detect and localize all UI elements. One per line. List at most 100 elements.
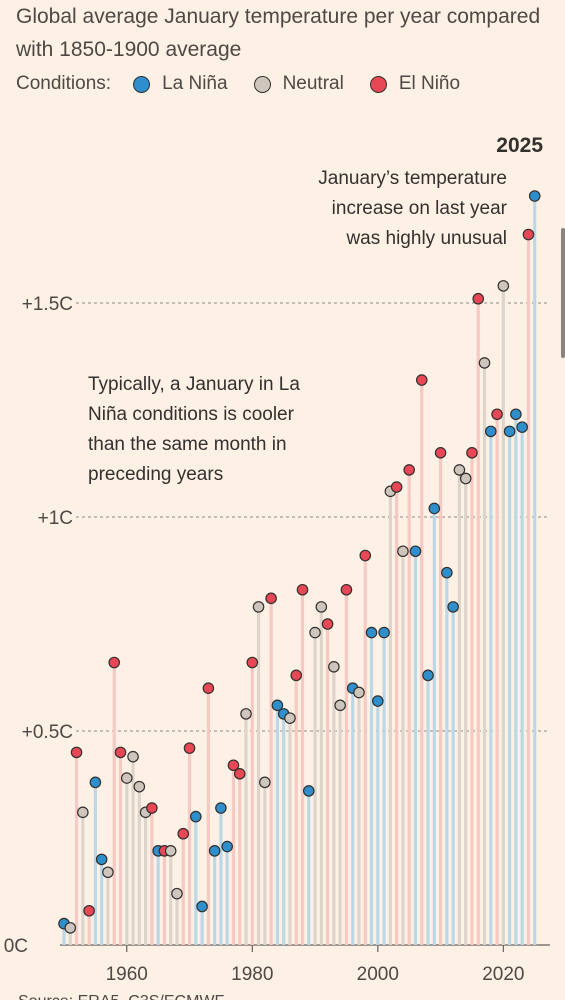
- data-point: [528, 190, 541, 202]
- data-point: [510, 408, 522, 421]
- data-point: [77, 806, 89, 819]
- data-point: [183, 742, 196, 754]
- y-tick-label: +1C: [38, 508, 73, 529]
- data-point: [453, 464, 466, 476]
- data-point: [164, 845, 177, 857]
- legend-label: Conditions:: [16, 73, 112, 94]
- data-point: [428, 502, 441, 515]
- data-point: [296, 583, 309, 596]
- data-point: [497, 280, 510, 292]
- y-tick-label: +0.5C: [22, 722, 73, 743]
- source-text: Source: ERA5, C3S/ECMWF: [18, 993, 225, 1000]
- x-tick-label: 2020: [482, 964, 524, 985]
- y-tick-label: 0C: [4, 936, 28, 957]
- data-point: [120, 772, 133, 784]
- data-point: [114, 746, 127, 759]
- annotation-left-note: Niña conditions is cooler: [88, 404, 295, 425]
- data-point: [108, 656, 121, 669]
- data-point: [309, 626, 321, 639]
- data-point: [359, 549, 372, 562]
- data-point: [102, 866, 114, 879]
- data-point: [503, 425, 516, 438]
- data-point: [378, 626, 390, 639]
- annotation-right-note: increase on last year: [332, 198, 508, 219]
- data-point: [127, 750, 139, 763]
- data-point: [246, 656, 259, 669]
- data-point: [265, 592, 277, 605]
- data-point: [196, 900, 208, 913]
- x-tick-label: 1980: [231, 964, 273, 985]
- legend-dot-el-nino: [369, 75, 387, 93]
- data-point: [284, 712, 296, 724]
- data-point: [472, 292, 485, 305]
- annotation-left-note: than the same month in: [88, 434, 287, 455]
- annotation-left-note: preceding years: [88, 464, 223, 485]
- data-point: [202, 682, 215, 694]
- data-point: [434, 446, 447, 459]
- data-point: [422, 669, 434, 682]
- data-point: [415, 374, 428, 386]
- data-point: [177, 827, 190, 840]
- data-point: [259, 776, 271, 789]
- data-point: [315, 601, 328, 613]
- data-point: [491, 408, 503, 421]
- annotation-right-note: was highly unusual: [345, 228, 507, 249]
- data-point: [340, 583, 353, 596]
- data-point: [83, 904, 95, 917]
- y-tick-label: +1.5C: [22, 294, 73, 315]
- data-point: [484, 425, 497, 438]
- data-point: [290, 669, 303, 682]
- scrollbar[interactable]: [561, 228, 565, 358]
- data-point: [252, 601, 265, 613]
- data-point: [89, 776, 102, 789]
- data-point: [328, 660, 340, 673]
- annotation-year: 2025: [496, 134, 543, 157]
- data-point: [441, 566, 453, 579]
- x-tick-label: 1960: [106, 964, 148, 985]
- data-point: [271, 699, 284, 712]
- data-point: [478, 357, 491, 369]
- data-point: [64, 922, 77, 934]
- legend: Conditions: La Niña Neutral El Niño: [16, 68, 486, 100]
- legend-text-neutral: Neutral: [282, 73, 344, 94]
- data-point: [372, 695, 384, 707]
- data-point: [522, 228, 535, 241]
- data-point: [208, 845, 221, 857]
- data-point: [133, 780, 146, 793]
- data-point: [447, 601, 459, 613]
- data-point: [334, 699, 346, 712]
- data-point: [215, 802, 227, 814]
- legend-dot-neutral: [253, 75, 271, 93]
- data-point: [365, 626, 378, 639]
- data-point: [466, 446, 478, 459]
- data-point: [227, 759, 240, 772]
- data-point: [321, 618, 334, 630]
- data-point: [95, 853, 108, 866]
- chart-title: Global average January temperature per y…: [16, 5, 541, 61]
- data-point: [221, 840, 233, 853]
- data-point: [240, 708, 252, 720]
- annotation-left-note: Typically, a January in La: [88, 374, 300, 395]
- data-point: [171, 887, 183, 900]
- data-point: [459, 472, 472, 485]
- legend-item-el-nino: El Niño: [369, 73, 461, 95]
- data-point: [409, 545, 422, 558]
- data-point: [403, 464, 415, 476]
- data-point: [302, 785, 315, 797]
- data-point: [70, 746, 83, 759]
- data-point: [353, 686, 365, 699]
- x-tick-label: 2000: [357, 964, 399, 985]
- data-point: [397, 545, 409, 558]
- data-point: [146, 802, 158, 814]
- legend-text-el-nino: El Niño: [398, 73, 461, 94]
- legend-item-la-nina: La Niña: [133, 73, 228, 95]
- legend-dot-la-nina: [133, 75, 151, 93]
- data-point: [190, 810, 202, 823]
- legend-text-la-nina: La Niña: [162, 73, 228, 94]
- annotation-right-note: January’s temperature: [318, 168, 507, 189]
- data-point: [233, 767, 246, 780]
- data-point: [516, 421, 528, 433]
- legend-item-neutral: Neutral: [253, 73, 344, 95]
- data-point: [390, 481, 403, 493]
